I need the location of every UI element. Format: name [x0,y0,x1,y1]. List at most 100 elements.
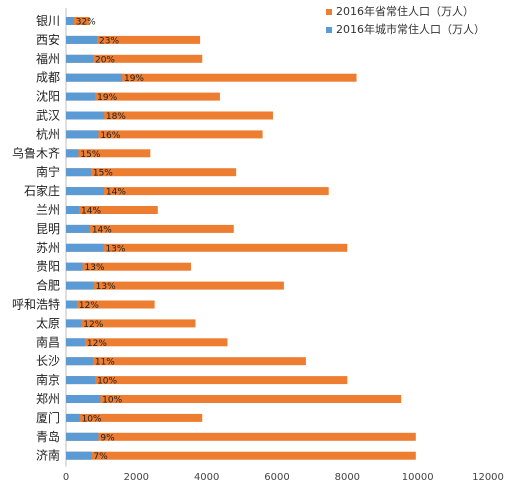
bar-city [66,187,104,196]
data-label: 14% [81,207,101,217]
bar-province [66,376,348,385]
category-label: 青岛 [36,429,60,444]
bar-city [66,281,94,290]
category-label: 武汉 [36,109,60,123]
bar-province [66,92,220,101]
data-label: 14% [106,188,126,198]
bar-province [66,395,402,403]
category-label: 福州 [36,51,60,66]
x-tick-label: 0 [63,472,69,483]
data-label: 18% [106,112,126,122]
data-label: 19% [97,93,117,103]
data-label: 15% [80,150,100,160]
bar-province [66,413,203,422]
category-label: 石家庄 [24,183,60,198]
bar-province [66,262,192,271]
data-label: 16% [100,131,120,141]
category-label: 西安 [36,32,60,47]
bar-province [66,243,348,252]
legend-label: 2016年省常住人口（万人） [336,4,474,18]
data-label: 12% [79,301,99,311]
data-label: 13% [96,282,116,292]
bar-province [66,338,228,347]
bar-city [66,432,99,441]
x-tick-label: 8000 [335,472,360,483]
bar-city [66,395,101,403]
data-label: 11% [95,358,115,368]
bar-city [66,54,93,63]
bar-city [66,17,74,25]
data-label: 19% [124,74,144,84]
data-label: 12% [87,339,107,349]
data-label: 32% [76,18,96,28]
bar-province [66,432,416,441]
bar-city [66,451,92,460]
category-label: 长沙 [36,354,60,368]
data-label: 9% [100,433,115,443]
bar-province [66,224,234,233]
x-tick-label: 6000 [264,472,289,483]
bar-province [66,111,273,120]
category-label: 贵阳 [36,260,60,274]
bar-province [66,130,263,139]
bar-province [66,357,306,366]
x-tick-label: 12000 [472,472,504,483]
category-label: 南宁 [36,164,60,179]
bar-province [66,319,196,328]
x-tick-label: 4000 [194,472,219,483]
bar-city [66,300,77,309]
data-label: 13% [85,263,105,273]
legend-label: 2016年城市常住人口（万人） [336,22,485,36]
data-label: 10% [97,377,117,387]
category-label: 银川 [36,14,60,28]
x-tick-label: 2000 [124,472,149,483]
bar-city [66,73,122,82]
bar-province [66,206,158,214]
bar-city [66,338,85,347]
data-label: 12% [83,320,103,330]
legend-swatch [326,27,332,33]
bar-province [66,149,151,158]
data-label: 23% [99,36,119,46]
legend-swatch [326,9,332,15]
category-label: 杭州 [36,126,60,141]
bar-city [66,35,98,44]
category-label: 兰州 [36,203,60,217]
bar-province [66,73,357,82]
bar-city [66,224,90,233]
bar-province [66,35,201,44]
bar-province [66,281,284,290]
bar-city [66,149,79,158]
data-label: 7% [93,452,108,462]
data-label: 14% [92,225,112,235]
category-label: 合肥 [36,278,60,293]
bar-city [66,319,82,328]
data-label: 10% [102,396,122,406]
bar-province [66,187,329,196]
category-label: 济南 [36,448,60,463]
bar-city [66,357,93,366]
bar-city [66,206,80,214]
bar-city [66,168,91,177]
bar-city [66,243,104,252]
category-label: 乌鲁木齐 [12,145,60,160]
bar-city [66,376,96,385]
bar-province [66,54,203,63]
bar-city [66,262,83,271]
bar-province [66,17,90,25]
category-label: 昆明 [36,222,60,236]
x-tick-label: 10000 [402,472,434,483]
category-label: 苏州 [36,241,60,255]
category-label: 郑州 [36,391,60,406]
category-label: 厦门 [36,410,60,425]
data-label: 10% [82,414,102,424]
bar-province [66,300,155,309]
data-label: 15% [93,169,113,179]
data-label: 13% [105,244,125,254]
data-label: 20% [95,55,115,65]
bar-province [66,451,416,460]
bar-province [66,168,237,177]
category-label: 沈阳 [36,89,60,104]
